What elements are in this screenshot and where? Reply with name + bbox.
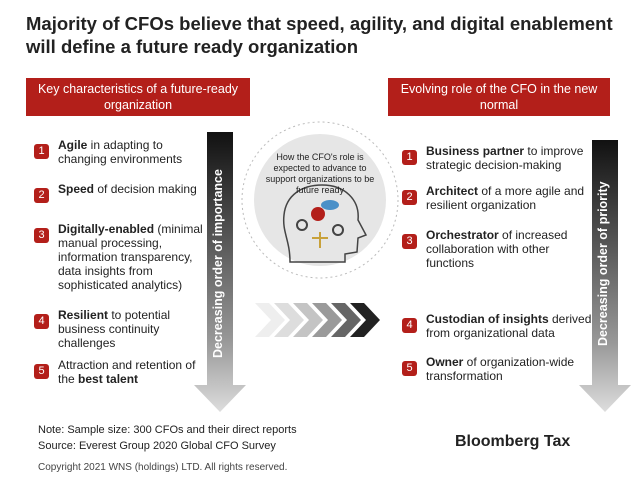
number-badge: 2 — [34, 188, 49, 203]
icon-gear — [296, 219, 308, 231]
item-detail: Attraction and retention of the — [58, 358, 196, 386]
right-heading: Evolving role of the CFO in the new norm… — [388, 78, 610, 116]
copyright: Copyright 2021 WNS (holdings) LTD. All r… — [38, 462, 288, 473]
item-text: Custodian of insights derived from organ… — [426, 312, 594, 340]
item-keyword: Custodian of insights — [426, 312, 549, 326]
icon-cloud — [321, 200, 339, 210]
right-arrow-label: Decreasing order of priority — [596, 181, 610, 346]
item-detail: of organization-wide transformation — [426, 355, 575, 383]
center-caption: How the CFO's role is expected to advanc… — [265, 152, 375, 195]
item-detail: to potential business continuity challen… — [58, 308, 171, 350]
brand: Bloomberg Tax — [455, 433, 571, 450]
orbit — [241, 121, 399, 279]
right-arrow — [579, 140, 631, 412]
item-text: Resilient to potential business continui… — [58, 308, 208, 350]
item-detail: derived from organizational data — [426, 312, 592, 340]
number-badge: 1 — [402, 150, 417, 165]
item-text: Attraction and retention of the best tal… — [58, 358, 208, 386]
left-arrow — [194, 132, 246, 412]
number-badge: 5 — [402, 361, 417, 376]
item-detail: to improve strategic decision-making — [426, 144, 584, 172]
left-arrow-label: Decreasing order of importance — [211, 169, 225, 358]
item-text: Owner of organization-wide transformatio… — [426, 355, 594, 383]
number-badge: 5 — [34, 364, 49, 379]
item-keyword: Orchestrator — [426, 228, 499, 242]
item-detail: (minimal manual processing, information … — [58, 222, 203, 292]
item-detail: in adapting to changing environments — [58, 138, 183, 166]
item-text: Agile in adapting to changing environmen… — [58, 138, 208, 166]
number-badge: 3 — [402, 234, 417, 249]
item-text: Speed of decision making — [58, 182, 208, 196]
chevrons — [255, 303, 380, 337]
item-text: Business partner to improve strategic de… — [426, 144, 594, 172]
number-badge: 3 — [34, 228, 49, 243]
left-heading: Key characteristics of a future-ready or… — [26, 78, 250, 116]
item-text: Orchestrator of increased collaboration … — [426, 228, 594, 270]
head-icon — [282, 184, 368, 263]
note: Note: Sample size: 300 CFOs and their di… — [38, 424, 297, 436]
item-keyword: Digitally-enabled — [58, 222, 155, 236]
icon-gear — [332, 224, 344, 236]
title: Majority of CFOs believe that speed, agi… — [26, 13, 613, 57]
item-keyword: Owner — [426, 355, 464, 369]
source: Source: Everest Group 2020 Global CFO Su… — [38, 440, 276, 452]
number-badge: 4 — [34, 314, 49, 329]
center-circle — [254, 134, 386, 266]
item-keyword: Architect — [426, 184, 479, 198]
item-detail: of a more agile and resilient organizati… — [426, 184, 585, 212]
icon-gear — [311, 207, 325, 221]
icon-scale — [312, 232, 328, 248]
item-keyword: best talent — [78, 372, 139, 386]
item-keyword: Speed — [58, 182, 95, 196]
item-text: Digitally-enabled (minimal manual proces… — [58, 222, 208, 292]
item-detail: of decision making — [94, 182, 197, 196]
item-keyword: Business partner — [426, 144, 525, 158]
number-badge: 2 — [402, 190, 417, 205]
item-keyword: Agile — [58, 138, 88, 152]
item-detail: of increased collaboration with other fu… — [426, 228, 568, 270]
item-keyword: Resilient — [58, 308, 109, 322]
number-badge: 1 — [34, 144, 49, 159]
number-badge: 4 — [402, 318, 417, 333]
item-text: Architect of a more agile and resilient … — [426, 184, 594, 212]
